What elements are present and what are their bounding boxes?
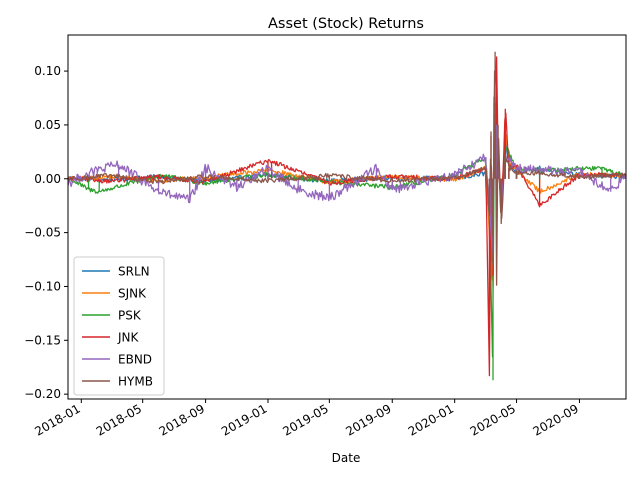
y-tick-label: 0.05 bbox=[34, 118, 61, 132]
y-tick-label: −0.10 bbox=[24, 279, 61, 293]
legend: SRLN SJNK PSK JNK EBND HYMB bbox=[73, 256, 165, 396]
y-axis: 0.10 0.05 0.00 −0.05 −0.10 −0.15 −0.20 bbox=[24, 64, 68, 401]
legend-label-psk: PSK bbox=[118, 309, 142, 323]
y-tick-label: 0.10 bbox=[34, 64, 61, 78]
chart-title: Asset (Stock) Returns bbox=[268, 16, 424, 32]
legend-label-jnk: JNK bbox=[117, 331, 140, 345]
legend-label-srln: SRLN bbox=[118, 265, 150, 279]
y-tick-label: −0.15 bbox=[24, 333, 61, 347]
series-line-hymb bbox=[68, 51, 626, 286]
series-layer bbox=[68, 51, 626, 381]
legend-label-sjnk: SJNK bbox=[118, 287, 147, 301]
plot-area-frame bbox=[67, 34, 627, 400]
legend-label-ebnd: EBND bbox=[118, 353, 152, 367]
y-tick-label: −0.20 bbox=[24, 387, 61, 401]
y-tick-label: 0.00 bbox=[34, 172, 61, 186]
legend-box bbox=[73, 256, 165, 396]
x-axis-label: Date bbox=[332, 451, 361, 465]
y-tick-label: −0.05 bbox=[24, 226, 61, 240]
legend-label-hymb: HYMB bbox=[118, 375, 153, 389]
